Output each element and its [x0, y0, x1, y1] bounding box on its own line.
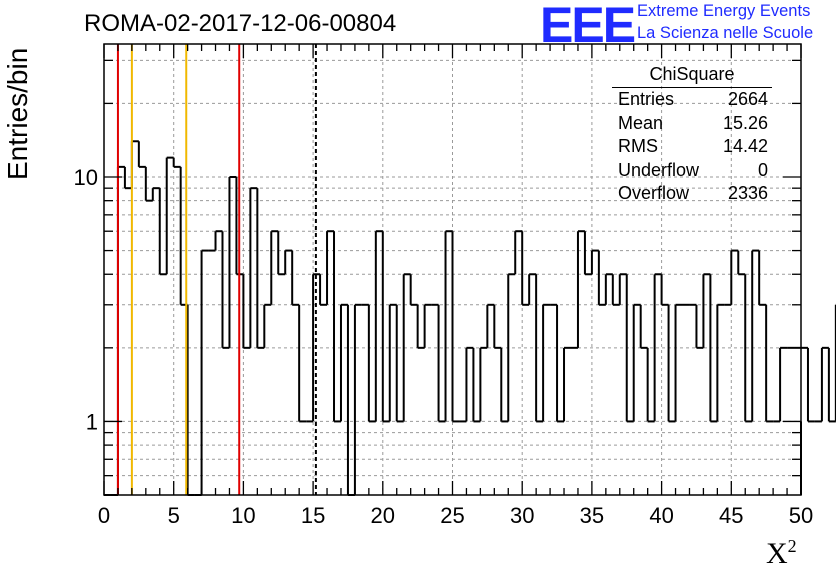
x-tick-label: 15: [301, 503, 325, 528]
y-axis-label: Entries/bin: [2, 47, 33, 180]
stats-box: ChiSquare Entries 2664 Mean 15.26 RMS 14.42…: [612, 64, 778, 206]
y-tick-label: 10: [74, 165, 98, 190]
stats-box-title: ChiSquare: [612, 64, 772, 88]
x-tick-label: 10: [231, 503, 255, 528]
stats-label: RMS: [618, 136, 658, 156]
logo-line-1: Extreme Energy Events: [637, 2, 811, 20]
stats-value: 2336: [727, 183, 768, 203]
logo-line-2: La Scienza nelle Scuole: [637, 24, 814, 42]
x-axis-label-base: X: [766, 537, 788, 570]
stats-label: Underflow: [618, 159, 700, 180]
x-tick-label: 40: [649, 503, 673, 528]
y-tick-label: 1: [86, 409, 98, 434]
stats-value: 0: [757, 159, 768, 180]
stats-value: 15.26: [722, 112, 768, 133]
x-tick-label: 35: [580, 503, 604, 528]
x-tick-label: 50: [789, 503, 813, 528]
x-tick-label: 45: [719, 503, 743, 528]
stats-label: Mean: [618, 112, 664, 133]
axis-tick-labels: 0 5 10 15 20 25 30 35 40 45 50 1 10: [74, 165, 814, 528]
stats-label: Overflow: [618, 183, 690, 203]
x-tick-label: 25: [440, 503, 464, 528]
x-axis-label-superscript: 2: [787, 536, 797, 556]
stats-value: 2664: [727, 89, 768, 109]
axis-ticks: [103, 44, 802, 495]
x-tick-label: 30: [510, 503, 534, 528]
x-axis-label: X2: [766, 536, 797, 571]
stats-row: RMS 14.42: [612, 135, 778, 159]
x-tick-label: 0: [98, 503, 110, 528]
x-tick-label: 5: [168, 503, 180, 528]
stats-row: Entries 2664: [612, 88, 778, 112]
stats-row: Underflow 0: [612, 159, 778, 183]
stats-row: Overflow 2336: [612, 182, 778, 206]
chart-title: ROMA-02-2017-12-06-00804: [84, 10, 397, 37]
x-tick-label: 20: [371, 503, 395, 528]
stats-label: Entries: [618, 89, 675, 109]
eee-logo-mark: EEE: [540, 0, 636, 53]
reference-lines: [116, 44, 317, 495]
stats-value: 14.42: [722, 136, 768, 156]
stats-row: Mean 15.26: [612, 112, 778, 136]
